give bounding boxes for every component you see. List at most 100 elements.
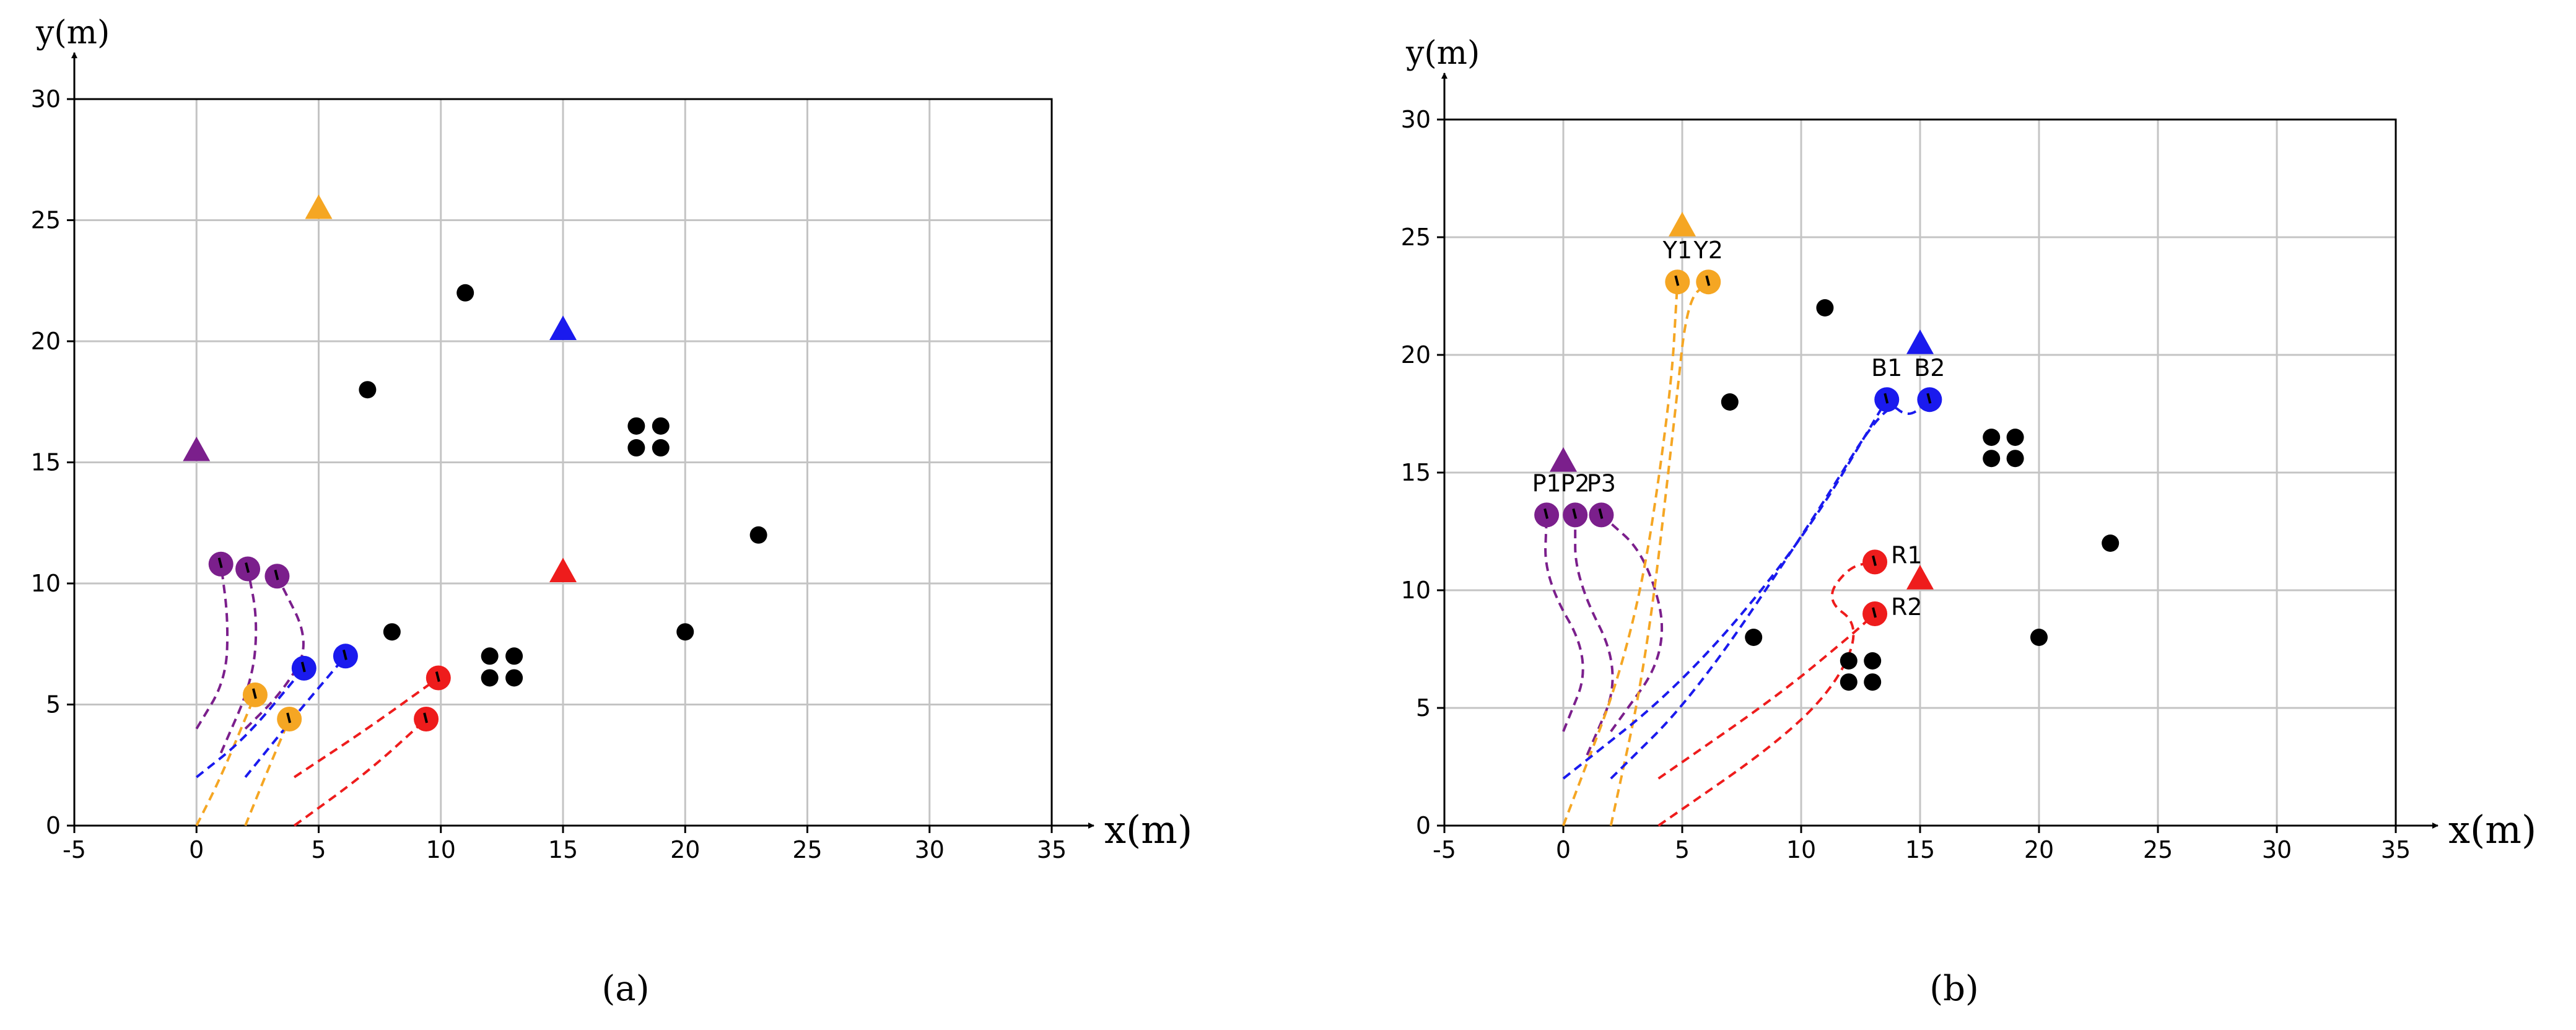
red-target-triangle	[549, 557, 577, 583]
purple-target-triangle	[183, 436, 211, 461]
robot-heading	[423, 712, 429, 723]
y-tick-label: 10	[31, 570, 61, 597]
red-path	[293, 718, 427, 827]
panel-caption: (a)	[601, 969, 649, 1009]
y-tick-label: 20	[31, 328, 61, 355]
x-tick-label: 0	[1556, 836, 1571, 863]
robot-label: B2	[1914, 354, 1945, 382]
robot-heading	[1872, 607, 1877, 618]
x-tick-label: 20	[670, 836, 700, 863]
panel-b: -5 0 5 10 15 20 25 30 35051015202530x(m)y(m)P1P2…	[1401, 35, 2537, 1009]
orange-target-triangle	[1669, 212, 1696, 237]
obstacle-point	[627, 417, 645, 435]
robot-heading	[1598, 508, 1604, 519]
robot-label: P3	[1587, 469, 1616, 497]
red-path	[1657, 613, 1876, 780]
robot-heading	[342, 649, 347, 660]
robot-heading	[274, 569, 279, 580]
y-axis-label: y(m)	[35, 14, 110, 51]
obstacle-point	[505, 669, 523, 687]
y-tick-label: 25	[31, 207, 61, 234]
y-tick-label: 5	[46, 691, 61, 718]
orange-path	[1562, 282, 1679, 826]
obstacle-point	[1864, 652, 1882, 670]
blue-path	[196, 667, 305, 779]
robot-heading	[286, 712, 292, 723]
obstacle-point	[1840, 652, 1858, 670]
purple-path	[195, 564, 229, 730]
robot-label: P2	[1561, 469, 1590, 497]
obstacle-point	[652, 417, 670, 435]
y-tick-label: 30	[31, 85, 61, 113]
robot-heading	[300, 661, 306, 673]
x-tick-label: 35	[1037, 836, 1067, 863]
robot-heading	[1884, 393, 1889, 404]
y-tick-label: 5	[1416, 694, 1431, 722]
robot-heading	[1543, 508, 1549, 519]
robot-heading	[1572, 508, 1578, 519]
x-tick-label: 25	[792, 836, 822, 863]
x-tick-label: 35	[2381, 836, 2411, 863]
blue-path	[1610, 398, 1931, 780]
obstacle-point	[2006, 429, 2024, 446]
blue-path	[1562, 399, 1888, 780]
robot-label: R2	[1891, 593, 1923, 621]
x-tick-label: 30	[2262, 836, 2292, 863]
robot-heading	[1926, 393, 1932, 404]
obstacle-point	[1983, 429, 2001, 446]
obstacle-point	[676, 623, 694, 641]
obstacle-point	[652, 439, 670, 457]
purple-path	[1574, 515, 1614, 756]
obstacle-point	[627, 439, 645, 457]
orange-path	[244, 718, 291, 826]
panel-caption: (b)	[1929, 969, 1979, 1009]
red-target-triangle	[1906, 565, 1934, 590]
y-tick-label: 20	[1401, 341, 1431, 369]
robot-heading	[435, 671, 440, 682]
obstacle-point	[505, 647, 523, 665]
robot-label: P1	[1532, 469, 1561, 497]
robot-label: R1	[1891, 541, 1923, 569]
x-tick-label: 15	[548, 836, 578, 863]
x-tick-label: 5	[311, 836, 326, 863]
robot-label: Y1	[1662, 237, 1692, 264]
obstacle-point	[1745, 629, 1763, 646]
y-tick-label: 25	[1401, 224, 1431, 251]
y-tick-label: 30	[1401, 106, 1431, 133]
orange-target-triangle	[305, 194, 333, 219]
obstacle-point	[1816, 299, 1834, 316]
blue-target-triangle	[549, 315, 577, 341]
y-tick-label: 0	[46, 812, 61, 839]
x-tick-label: -5	[63, 836, 86, 863]
purple-path	[219, 569, 258, 754]
x-tick-label: 30	[915, 836, 945, 863]
y-axis-label: y(m)	[1405, 35, 1480, 72]
x-tick-label: 5	[1675, 836, 1690, 863]
x-tick-label: 25	[2143, 836, 2173, 863]
x-tick-label: -5	[1433, 836, 1456, 863]
obstacle-point	[1840, 673, 1858, 691]
blue-target-triangle	[1906, 330, 1934, 354]
orange-path	[195, 694, 256, 826]
y-tick-label: 15	[31, 449, 61, 476]
robot-heading	[245, 562, 250, 574]
obstacle-point	[1983, 450, 2001, 468]
y-tick-label: 15	[1401, 459, 1431, 486]
obstacle-point	[359, 381, 377, 399]
robot-heading	[1872, 555, 1877, 566]
obstacle-point	[1864, 673, 1882, 691]
obstacle-point	[2102, 535, 2120, 552]
x-tick-label: 0	[189, 836, 204, 863]
robot-heading	[1674, 275, 1680, 286]
obstacle-point	[2030, 629, 2048, 646]
robot-label: Y2	[1693, 237, 1723, 264]
purple-target-triangle	[1550, 447, 1577, 472]
x-tick-label: 10	[1786, 836, 1816, 863]
obstacle-point	[1721, 393, 1739, 411]
robot-label: B1	[1871, 354, 1902, 382]
x-tick-label: 10	[426, 836, 456, 863]
obstacle-point	[383, 623, 401, 641]
